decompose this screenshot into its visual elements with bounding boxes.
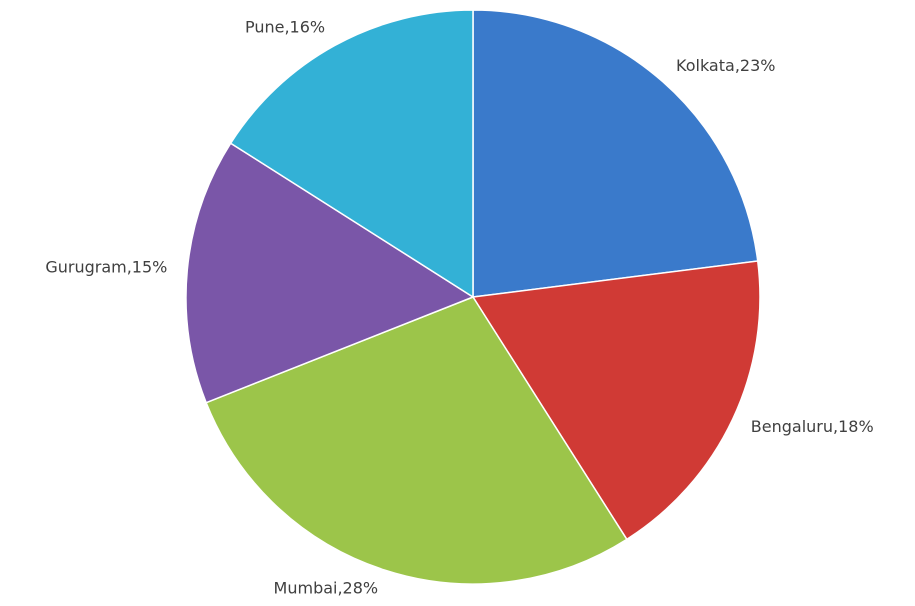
data-label: Mumbai,28%: [274, 578, 379, 597]
pie-slice: [205, 296, 628, 585]
data-label: Bengaluru,18%: [751, 417, 874, 436]
data-label: Kolkata,23%: [676, 56, 775, 75]
pie-slice: [471, 260, 761, 541]
pie-slice: [185, 142, 475, 404]
pie-slice: [472, 9, 759, 298]
data-label: Pune,16%: [245, 17, 325, 36]
pie-slice: [229, 9, 474, 299]
data-label: Gurugram,15%: [45, 258, 167, 277]
